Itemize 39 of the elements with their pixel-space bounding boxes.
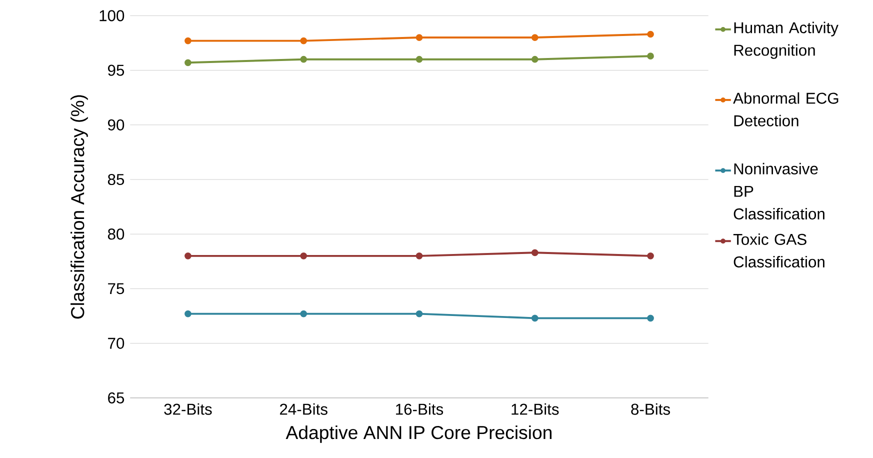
y-tick-label: 95	[108, 64, 124, 76]
point	[184, 59, 192, 66]
point	[184, 310, 192, 318]
y-axis-title: Classification Accuracy (%)	[70, 95, 88, 319]
point	[531, 249, 538, 256]
x-tick-label: 16-Bits	[396, 403, 444, 415]
point	[184, 252, 192, 260]
point	[416, 252, 423, 260]
point	[647, 252, 654, 260]
point	[647, 52, 654, 60]
y-tick-label: 75	[108, 283, 124, 294]
y-tick-label: 85	[108, 174, 124, 186]
y-tick-label: 100	[100, 10, 124, 22]
y-tick-label: 90	[108, 119, 124, 131]
point	[647, 314, 654, 322]
point	[300, 252, 308, 260]
point	[416, 310, 423, 318]
point	[300, 310, 308, 318]
y-tick-label: 65	[108, 392, 124, 404]
point	[531, 34, 538, 42]
point	[184, 38, 192, 44]
point	[531, 56, 538, 63]
x-tick-label: 24-Bits	[280, 403, 328, 415]
legend-label: Abnormal ECG Detection	[733, 92, 838, 127]
x-tick-label: 8-Bits	[631, 403, 670, 415]
x-axis-title: Adaptive ANN IP Core Precision	[286, 426, 552, 443]
legend-label: Noninvasive BP Classification	[734, 163, 824, 220]
point	[300, 56, 308, 63]
point	[416, 34, 423, 42]
point	[416, 56, 423, 63]
y-tick-label: 70	[108, 338, 124, 349]
legend-label: Human Activity Recognition	[734, 22, 838, 60]
y-tick-label: 80	[108, 228, 124, 240]
x-tick-label: 32-Bits	[164, 403, 212, 415]
x-tick-label: 12-Bits	[512, 403, 559, 415]
point	[531, 314, 538, 322]
point	[647, 30, 654, 38]
point	[300, 38, 308, 44]
legend-label: Toxic GAS Classification	[733, 234, 824, 268]
